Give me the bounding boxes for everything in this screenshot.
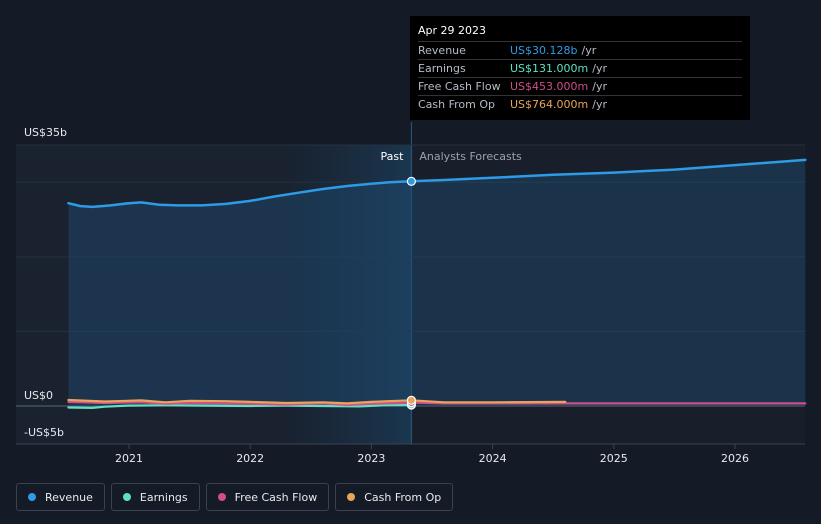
tooltip-row-earnings: Earnings US$131.000m /yr: [418, 59, 742, 77]
series-areas: [68, 159, 806, 406]
legend-label: Cash From Op: [364, 490, 442, 504]
x-tick-label: 2024: [479, 452, 507, 465]
legend-label: Earnings: [139, 490, 188, 504]
x-tick-label: 2021: [115, 452, 143, 465]
x-tick-label: 2025: [600, 452, 628, 465]
tooltip-value: US$453.000m: [510, 80, 589, 93]
tooltip-value: US$131.000m: [510, 62, 589, 75]
tooltip-label: Revenue: [418, 44, 466, 57]
tooltip-row-cash-from-op: Cash From Op US$764.000m /yr: [418, 95, 742, 113]
tooltip-value: US$30.128b: [510, 44, 578, 57]
tooltip-unit: /yr: [581, 44, 597, 57]
y-tick-label: -US$5b: [24, 426, 64, 439]
history-region: [16, 145, 290, 444]
legend-dot-icon: [347, 493, 356, 501]
tooltip-unit: /yr: [592, 80, 607, 93]
tooltip-label: Earnings: [418, 62, 466, 75]
tooltip: Apr 29 2023 Revenue US$30.128b /yr Earni…: [410, 16, 750, 120]
plot-area: [16, 122, 805, 444]
legend-item-earnings[interactable]: Earnings: [110, 483, 200, 511]
y-tick-label: US$0: [24, 389, 53, 402]
legend: Revenue Earnings Free Cash Flow Cash Fro…: [16, 483, 454, 511]
past-highlight-region: [290, 145, 412, 444]
cash-from-op-marker: [406, 395, 416, 405]
tooltip-date: Apr 29 2023: [418, 24, 487, 37]
legend-label: Free Cash Flow: [234, 490, 318, 504]
legend-label: Revenue: [45, 490, 93, 504]
gridlines: [16, 144, 805, 445]
x-tick-label: 2022: [236, 452, 264, 465]
tooltip-row-free-cash-flow: Free Cash Flow US$453.000m /yr: [418, 77, 742, 95]
y-axis: US$35b US$0 -US$5b: [24, 126, 67, 439]
earnings-line: [67, 403, 413, 409]
tooltip-value: US$764.000m: [510, 98, 589, 111]
x-tick-label: 2023: [357, 452, 385, 465]
legend-item-cash-from-op[interactable]: Cash From Op: [335, 483, 454, 511]
past-label: Past: [380, 150, 404, 163]
x-tick-label: 2026: [721, 452, 749, 465]
revenue-line: [67, 158, 807, 209]
legend-dot-icon: [217, 493, 226, 501]
revenue-marker: [406, 176, 416, 186]
forecast-label: Analysts Forecasts: [419, 150, 522, 163]
series-lines: [67, 158, 807, 409]
tooltip-label: Cash From Op: [418, 98, 496, 111]
legend-dot-icon: [28, 493, 36, 501]
x-axis: 2021 2022 2023 2024 2025 2026: [115, 444, 749, 465]
tooltip-row-revenue: Revenue US$30.128b /yr: [418, 41, 742, 59]
y-tick-label: US$35b: [24, 126, 67, 139]
tooltip-label: Free Cash Flow: [418, 80, 501, 93]
tooltip-unit: /yr: [592, 62, 607, 75]
legend-item-free-cash-flow[interactable]: Free Cash Flow: [205, 483, 330, 511]
legend-item-revenue[interactable]: Revenue: [16, 483, 105, 511]
legend-dot-icon: [122, 493, 131, 501]
series-markers: [406, 176, 416, 410]
cash-from-op-line: [67, 398, 567, 405]
revenue-area: [68, 159, 806, 406]
tooltip-unit: /yr: [592, 98, 607, 111]
